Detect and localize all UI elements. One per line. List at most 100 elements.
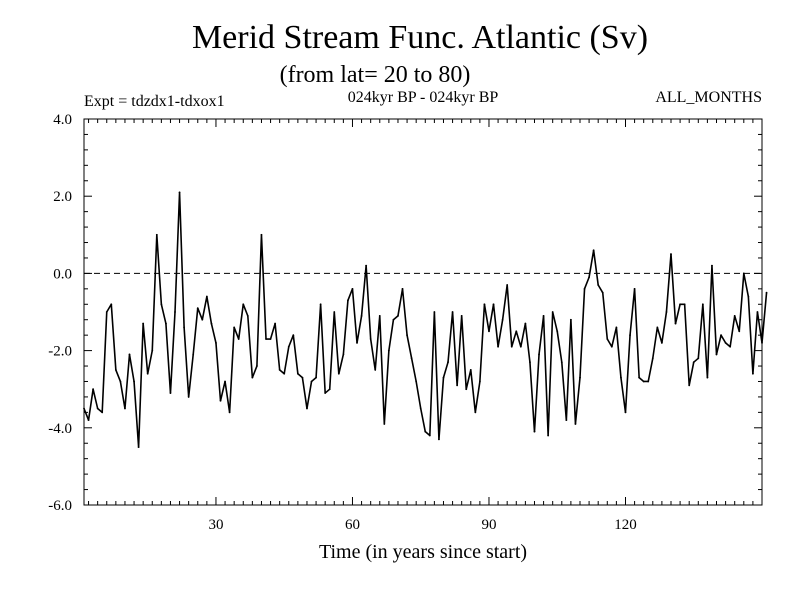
data-point [301, 376, 304, 379]
data-point [347, 299, 349, 302]
data-point [351, 287, 354, 290]
data-point [146, 372, 149, 375]
data-point [683, 303, 686, 306]
x-tick-label: 60 [345, 517, 360, 533]
data-point [228, 411, 231, 414]
data-point [133, 380, 135, 383]
data-point [438, 438, 440, 441]
data-point [306, 407, 308, 410]
data-point [451, 311, 454, 313]
period-label: 024kyr BP - 024kyr BP [348, 89, 499, 106]
data-point [256, 365, 258, 367]
data-point [360, 314, 363, 317]
data-point [178, 191, 181, 194]
data-point [274, 322, 277, 325]
data-point [283, 372, 286, 375]
data-point [660, 341, 663, 344]
data-point [383, 423, 386, 425]
data-point [105, 311, 108, 313]
data-point [460, 314, 463, 317]
data-point [706, 376, 709, 379]
data-point [315, 376, 317, 379]
y-tick-label: 4.0 [53, 112, 72, 128]
data-point [128, 353, 131, 356]
data-point [424, 430, 427, 433]
data-point [246, 314, 249, 317]
data-point [569, 318, 572, 321]
data-point [729, 345, 732, 348]
data-point [742, 272, 745, 275]
data-point [488, 330, 490, 333]
chart-title: Merid Stream Func. Atlantic (Sv) [192, 19, 648, 56]
data-point [219, 399, 222, 402]
data-point [192, 353, 195, 356]
data-point [165, 322, 167, 325]
data-point [711, 264, 713, 267]
data-point [510, 345, 513, 348]
data-point [215, 341, 217, 344]
data-point [406, 334, 408, 337]
y-tick-label: -4.0 [48, 421, 72, 437]
data-point [665, 311, 668, 313]
data-point [538, 353, 540, 356]
data-point [433, 311, 436, 313]
data-point [401, 287, 404, 290]
data-point [210, 322, 213, 325]
data-point [579, 376, 581, 379]
data-point [574, 423, 577, 425]
data-point [601, 291, 604, 294]
data-point [679, 303, 681, 306]
data-point [529, 361, 531, 364]
data-point [169, 392, 172, 394]
data-point [670, 253, 672, 256]
data-point [524, 322, 527, 325]
data-point [724, 341, 727, 344]
data-point [356, 341, 358, 344]
data-point [328, 388, 331, 391]
experiment-label: Expt = tdzdx1-tdxox1 [84, 93, 225, 110]
data-point [647, 380, 650, 383]
data-point [483, 303, 486, 306]
data-point [415, 380, 418, 383]
data-point [310, 380, 313, 383]
y-axis: -6.0 -4.0 -2.0 0.0 2.0 4.0 [48, 112, 762, 514]
data-point [560, 361, 563, 364]
data-point [733, 314, 736, 317]
data-point [269, 338, 272, 340]
data-point [151, 349, 154, 352]
data-point [260, 233, 263, 236]
data-point [547, 434, 550, 437]
data-point [638, 376, 641, 379]
y-tick-label: 0.0 [53, 266, 72, 282]
x-axis: 30 60 90 120 [88, 119, 763, 533]
data-point [137, 446, 140, 448]
data-point [324, 392, 327, 394]
data-point [720, 334, 722, 337]
data-point [96, 407, 99, 410]
data-point [174, 311, 176, 313]
data-point [342, 353, 345, 356]
data-point [119, 380, 122, 383]
data-point [692, 361, 695, 364]
data-point [506, 284, 509, 286]
chart-subtitle: (from lat= 20 to 80) [280, 62, 471, 88]
data-point [501, 318, 504, 321]
data-point [333, 311, 336, 313]
data-point [155, 233, 158, 236]
data-point [369, 338, 372, 340]
data-point [442, 376, 445, 379]
data-point [428, 434, 431, 437]
data-point [588, 276, 590, 279]
data-point [392, 318, 395, 321]
data-point [542, 314, 545, 317]
data-point [478, 380, 481, 383]
x-axis-label: Time (in years since start) [319, 541, 527, 563]
x-tick-label: 120 [614, 517, 637, 533]
data-point [610, 345, 613, 348]
data-point [101, 411, 104, 414]
data-point [765, 291, 768, 294]
data-point [492, 303, 495, 306]
data-point [124, 407, 126, 410]
data-point [292, 334, 295, 337]
